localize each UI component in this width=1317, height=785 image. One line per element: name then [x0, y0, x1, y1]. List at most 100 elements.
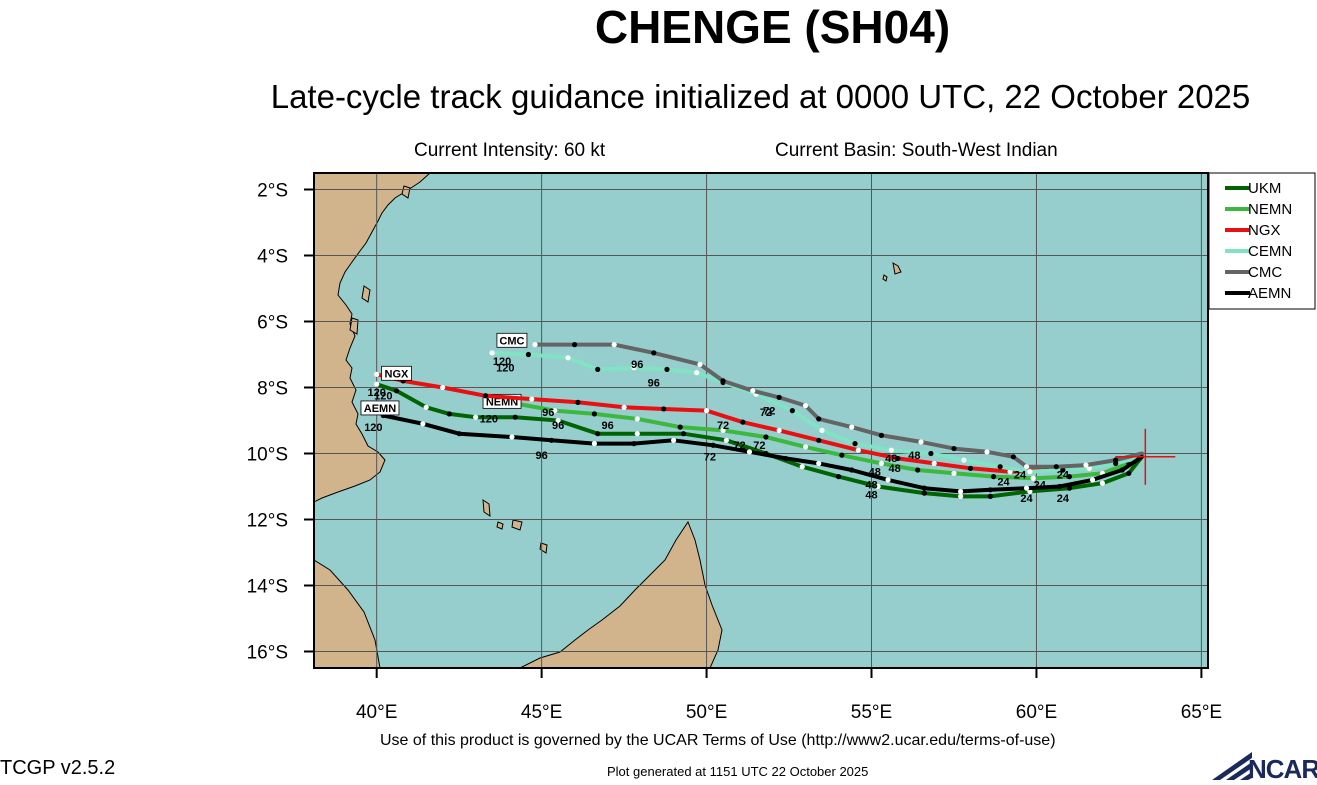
- track-point: [1086, 465, 1092, 471]
- lon-tick-label: 65°E: [1181, 702, 1222, 723]
- track-point: [740, 419, 746, 425]
- forecast-hour-label: 72: [760, 407, 772, 419]
- track-point: [852, 441, 858, 447]
- track-point: [763, 434, 769, 440]
- track-point: [548, 437, 555, 443]
- track-point: [816, 416, 822, 422]
- track-point: [987, 493, 993, 499]
- track-point: [951, 470, 957, 476]
- comoros-1: [482, 499, 491, 517]
- forecast-hour-label: 24: [1057, 470, 1070, 482]
- model-tag-box: [496, 332, 528, 348]
- track-point: [802, 403, 809, 409]
- forecast-hour-label: 120: [374, 391, 392, 403]
- ocean-area: [314, 173, 1208, 668]
- track-point: [1066, 474, 1073, 480]
- ncar-logo-icon: [1212, 752, 1252, 780]
- track-point: [1056, 483, 1063, 490]
- map-subtitle: Late-cycle track guidance initialized at…: [270, 78, 1251, 115]
- model-tag-box: [360, 400, 400, 416]
- track-point: [1119, 467, 1125, 473]
- forecast-hour-label: 96: [601, 420, 613, 432]
- forecast-hour-label: 96: [552, 420, 564, 432]
- track-point: [555, 417, 561, 424]
- forecast-hour-label: 72: [717, 420, 729, 432]
- track-point: [664, 366, 670, 372]
- forecast-hour-label: 72: [763, 405, 775, 417]
- track-point: [885, 477, 891, 483]
- track-point: [875, 483, 881, 490]
- forecast-hour-label: 24: [997, 476, 1010, 488]
- track-point: [661, 406, 667, 412]
- track-point: [723, 437, 729, 443]
- track-point: [816, 460, 822, 466]
- track-point: [591, 411, 598, 417]
- legend: UKM NEMN NGX CEMN CMC AEMN: [1208, 172, 1316, 310]
- lat-tick-label: 2°S: [257, 181, 288, 202]
- track-point: [525, 351, 532, 358]
- model-tag-label: AEMN: [364, 403, 396, 415]
- comoros-2: [511, 519, 523, 531]
- track-point: [423, 404, 429, 410]
- legend-label-aemn: AEMN: [1248, 285, 1291, 302]
- forecast-hour-label: 48: [885, 453, 897, 465]
- track-point: [967, 465, 974, 471]
- lat-tick-label: 16°S: [247, 643, 288, 664]
- track-point: [393, 388, 400, 394]
- forecast-hour-label: 120: [493, 356, 511, 368]
- model-tag-label: CMC: [499, 335, 524, 347]
- track-point: [420, 421, 426, 427]
- track-point: [720, 427, 726, 433]
- forecast-hour-label: 96: [631, 359, 643, 371]
- track-point: [957, 493, 964, 499]
- track-point: [552, 408, 558, 414]
- legend-label-cmc: CMC: [1248, 264, 1282, 281]
- track-point: [819, 427, 825, 433]
- legend-label-cemn: CEMN: [1248, 243, 1292, 260]
- model-tracks: 2448729612024487296120NEMN24487296120NGX…: [360, 332, 1176, 505]
- map-axes: 40°E 45°E 50°E 55°E 60°E 65°E 2°S 4°S 6°S 8°S 10°S…: [247, 181, 1223, 724]
- track-point: [440, 384, 446, 391]
- legend-label-nemn: NEMN: [1248, 201, 1292, 218]
- track-point: [921, 490, 927, 496]
- seychelles-islands: [892, 262, 902, 275]
- track-point: [595, 366, 601, 372]
- track-point: [631, 365, 637, 371]
- forecast-hour-label: 96: [542, 407, 554, 419]
- lon-tick-label: 60°E: [1016, 702, 1057, 723]
- track-point: [651, 350, 657, 356]
- track-point: [1023, 464, 1030, 470]
- track-point: [816, 437, 822, 443]
- track-point: [799, 464, 805, 470]
- track-point: [776, 394, 782, 400]
- comoros-4: [496, 521, 504, 530]
- lat-tick-label: 14°S: [247, 577, 288, 598]
- forecast-hour-label: 48: [865, 480, 877, 492]
- track-point: [595, 431, 601, 437]
- track-point: [611, 342, 617, 348]
- map-frame: [313, 172, 1209, 669]
- track-point: [931, 460, 937, 466]
- track-point: [509, 434, 515, 440]
- forecast-hour-label: 24: [1020, 493, 1033, 505]
- forecast-hour-label: 72: [704, 452, 716, 464]
- track-point: [918, 439, 924, 445]
- track-point: [750, 388, 756, 394]
- lat-tick-label: 4°S: [257, 247, 288, 268]
- track-point: [634, 416, 640, 422]
- forecast-hour-label: 48: [888, 463, 900, 475]
- track-point: [888, 447, 894, 453]
- track-point: [374, 381, 380, 387]
- track-point: [1010, 454, 1016, 460]
- track-point: [915, 467, 921, 473]
- track-point: [990, 474, 997, 480]
- track-point: [710, 442, 716, 448]
- track-point: [1113, 457, 1119, 463]
- track-point: [532, 342, 538, 348]
- version-label: TCGP v2.5.2: [0, 757, 116, 779]
- track-point: [951, 445, 957, 452]
- track-point: [957, 488, 964, 495]
- track-point: [446, 411, 452, 417]
- track-point: [1030, 475, 1036, 481]
- track-point: [621, 404, 627, 410]
